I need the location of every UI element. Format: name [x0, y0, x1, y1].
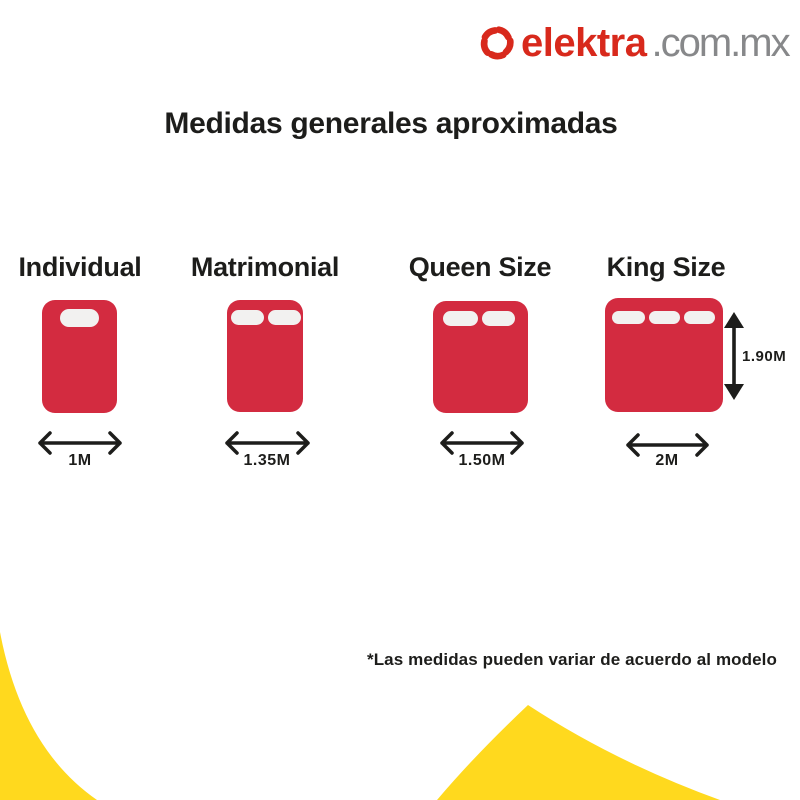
pillow	[268, 310, 301, 325]
pillow	[231, 310, 264, 325]
size-label-individual: Individual	[18, 252, 142, 282]
pillow	[612, 311, 645, 324]
width-measure-king: 2M	[655, 452, 679, 469]
pillow	[482, 311, 515, 326]
size-label-queen: Queen Size	[408, 252, 552, 282]
width-measure-matrimonial: 1.35M	[243, 452, 291, 469]
pillow	[60, 309, 99, 327]
brand-name: elektra	[521, 21, 647, 65]
yellow-left-shape	[0, 632, 97, 800]
width-measure-queen: 1.50M	[458, 452, 506, 469]
width-measure-individual: 1M	[68, 452, 92, 469]
width-arrow-icon-queen	[440, 431, 524, 455]
bed-individual	[42, 300, 117, 413]
width-arrow-icon-matrimonial	[225, 431, 310, 455]
bed-matrimonial	[227, 300, 303, 412]
page-title: Medidas generales aproximadas	[164, 107, 618, 140]
brand-logo: elektra .com.mx	[478, 21, 791, 65]
bed-king	[605, 298, 723, 412]
width-arrow-icon-king	[626, 433, 709, 457]
brand-domain: .com.mx	[651, 21, 790, 65]
size-label-king: King Size	[606, 252, 726, 282]
width-arrow-icon-individual	[38, 431, 122, 455]
bed-queen	[433, 301, 528, 413]
pillow	[443, 311, 478, 326]
pinwheel-icon	[480, 26, 514, 60]
yellow-right-shape	[437, 705, 720, 800]
height-arrow-icon	[724, 312, 744, 400]
size-label-matrimonial: Matrimonial	[190, 252, 340, 282]
pillow	[649, 311, 680, 324]
footnote: *Las medidas pueden variar de acuerdo al…	[366, 650, 777, 669]
pillow	[684, 311, 715, 324]
height-measure: 1.90M	[742, 348, 787, 365]
